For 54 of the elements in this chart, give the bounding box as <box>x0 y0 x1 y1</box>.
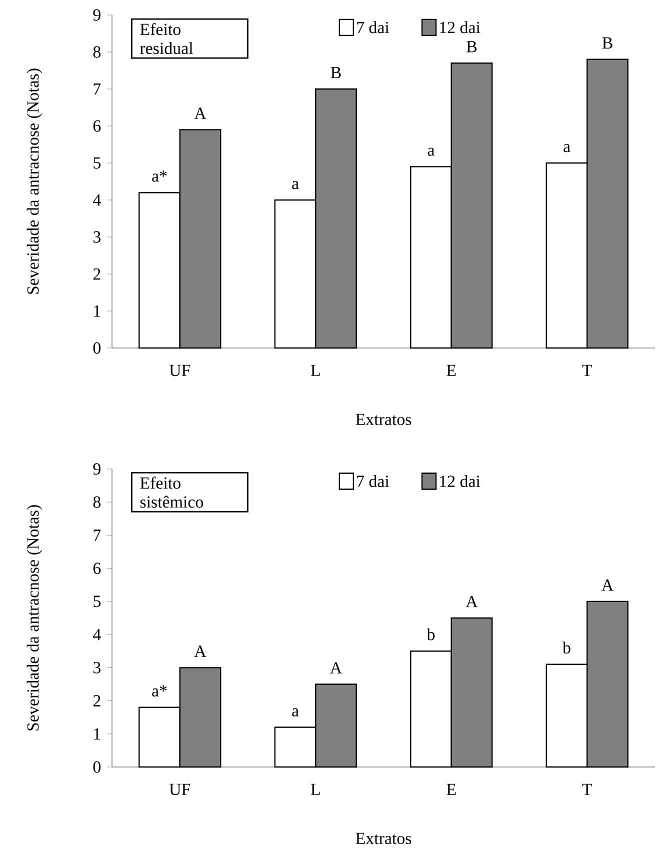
x-tick-label: UF <box>169 784 190 796</box>
x-tick-label: E <box>446 784 456 795</box>
y-axis-title: Severidade da antracnose (Notas) <box>26 68 42 294</box>
y-tick-label: 1 <box>94 728 100 740</box>
x-tick-label: UF <box>169 364 190 376</box>
annotation: b <box>562 642 570 654</box>
y-tick-label: 9 <box>93 463 100 475</box>
y-tick-label: 7 <box>94 530 101 541</box>
y-tick-label: 0 <box>93 761 101 773</box>
legend-label: 7 dai <box>357 21 390 34</box>
legend-label: 12 dai <box>440 475 480 488</box>
y-tick-label: 3 <box>94 231 100 243</box>
x-axis-title: Extratos <box>356 832 412 844</box>
annotation: a <box>428 148 435 156</box>
y-tick-label: 8 <box>93 496 101 508</box>
x-tick-label: L <box>310 784 320 795</box>
annotation: a <box>292 708 299 716</box>
annotation: B <box>466 41 477 52</box>
annotation: A <box>466 596 478 608</box>
x-tick-label: T <box>582 364 592 376</box>
legend-label: 7 dai <box>357 475 390 488</box>
x-axis-title: Extratos <box>356 414 412 426</box>
y-tick-label: 2 <box>93 695 100 706</box>
y-axis-title: Severidade da antracnose (Notas) <box>26 505 42 730</box>
annotation: a* <box>152 685 167 697</box>
annotation: A <box>330 662 342 674</box>
y-tick-label: 4 <box>93 194 101 206</box>
y-tick-label: 2 <box>93 268 100 280</box>
annotation: A <box>602 579 614 591</box>
legend-label: 12 dai <box>440 21 480 34</box>
annotation: a <box>292 181 299 190</box>
x-tick-label: E <box>446 364 456 376</box>
y-tick-label: 8 <box>93 46 101 58</box>
annotation: A <box>194 646 206 657</box>
annotation: B <box>602 37 612 49</box>
y-tick-label: 9 <box>93 9 100 21</box>
annotation: B <box>330 67 341 78</box>
y-tick-label: 6 <box>93 562 101 574</box>
x-tick-label: L <box>310 364 320 376</box>
x-tick-label: T <box>582 784 592 795</box>
y-tick-label: 1 <box>94 305 100 317</box>
annotation: a* <box>152 170 167 182</box>
y-tick-label: 4 <box>93 628 101 640</box>
annotation: b <box>426 628 435 640</box>
y-tick-label: 5 <box>94 157 100 169</box>
text: Efeito sistêmico <box>140 476 204 508</box>
y-tick-label: 0 <box>93 342 101 354</box>
y-tick-label: 3 <box>94 662 100 674</box>
y-tick-label: 5 <box>94 596 100 608</box>
annotation: a <box>564 144 570 152</box>
y-tick-label: 7 <box>94 83 101 95</box>
annotation: A <box>194 108 206 119</box>
y-tick-label: 6 <box>93 120 101 132</box>
text: Efeito residual <box>140 23 193 54</box>
